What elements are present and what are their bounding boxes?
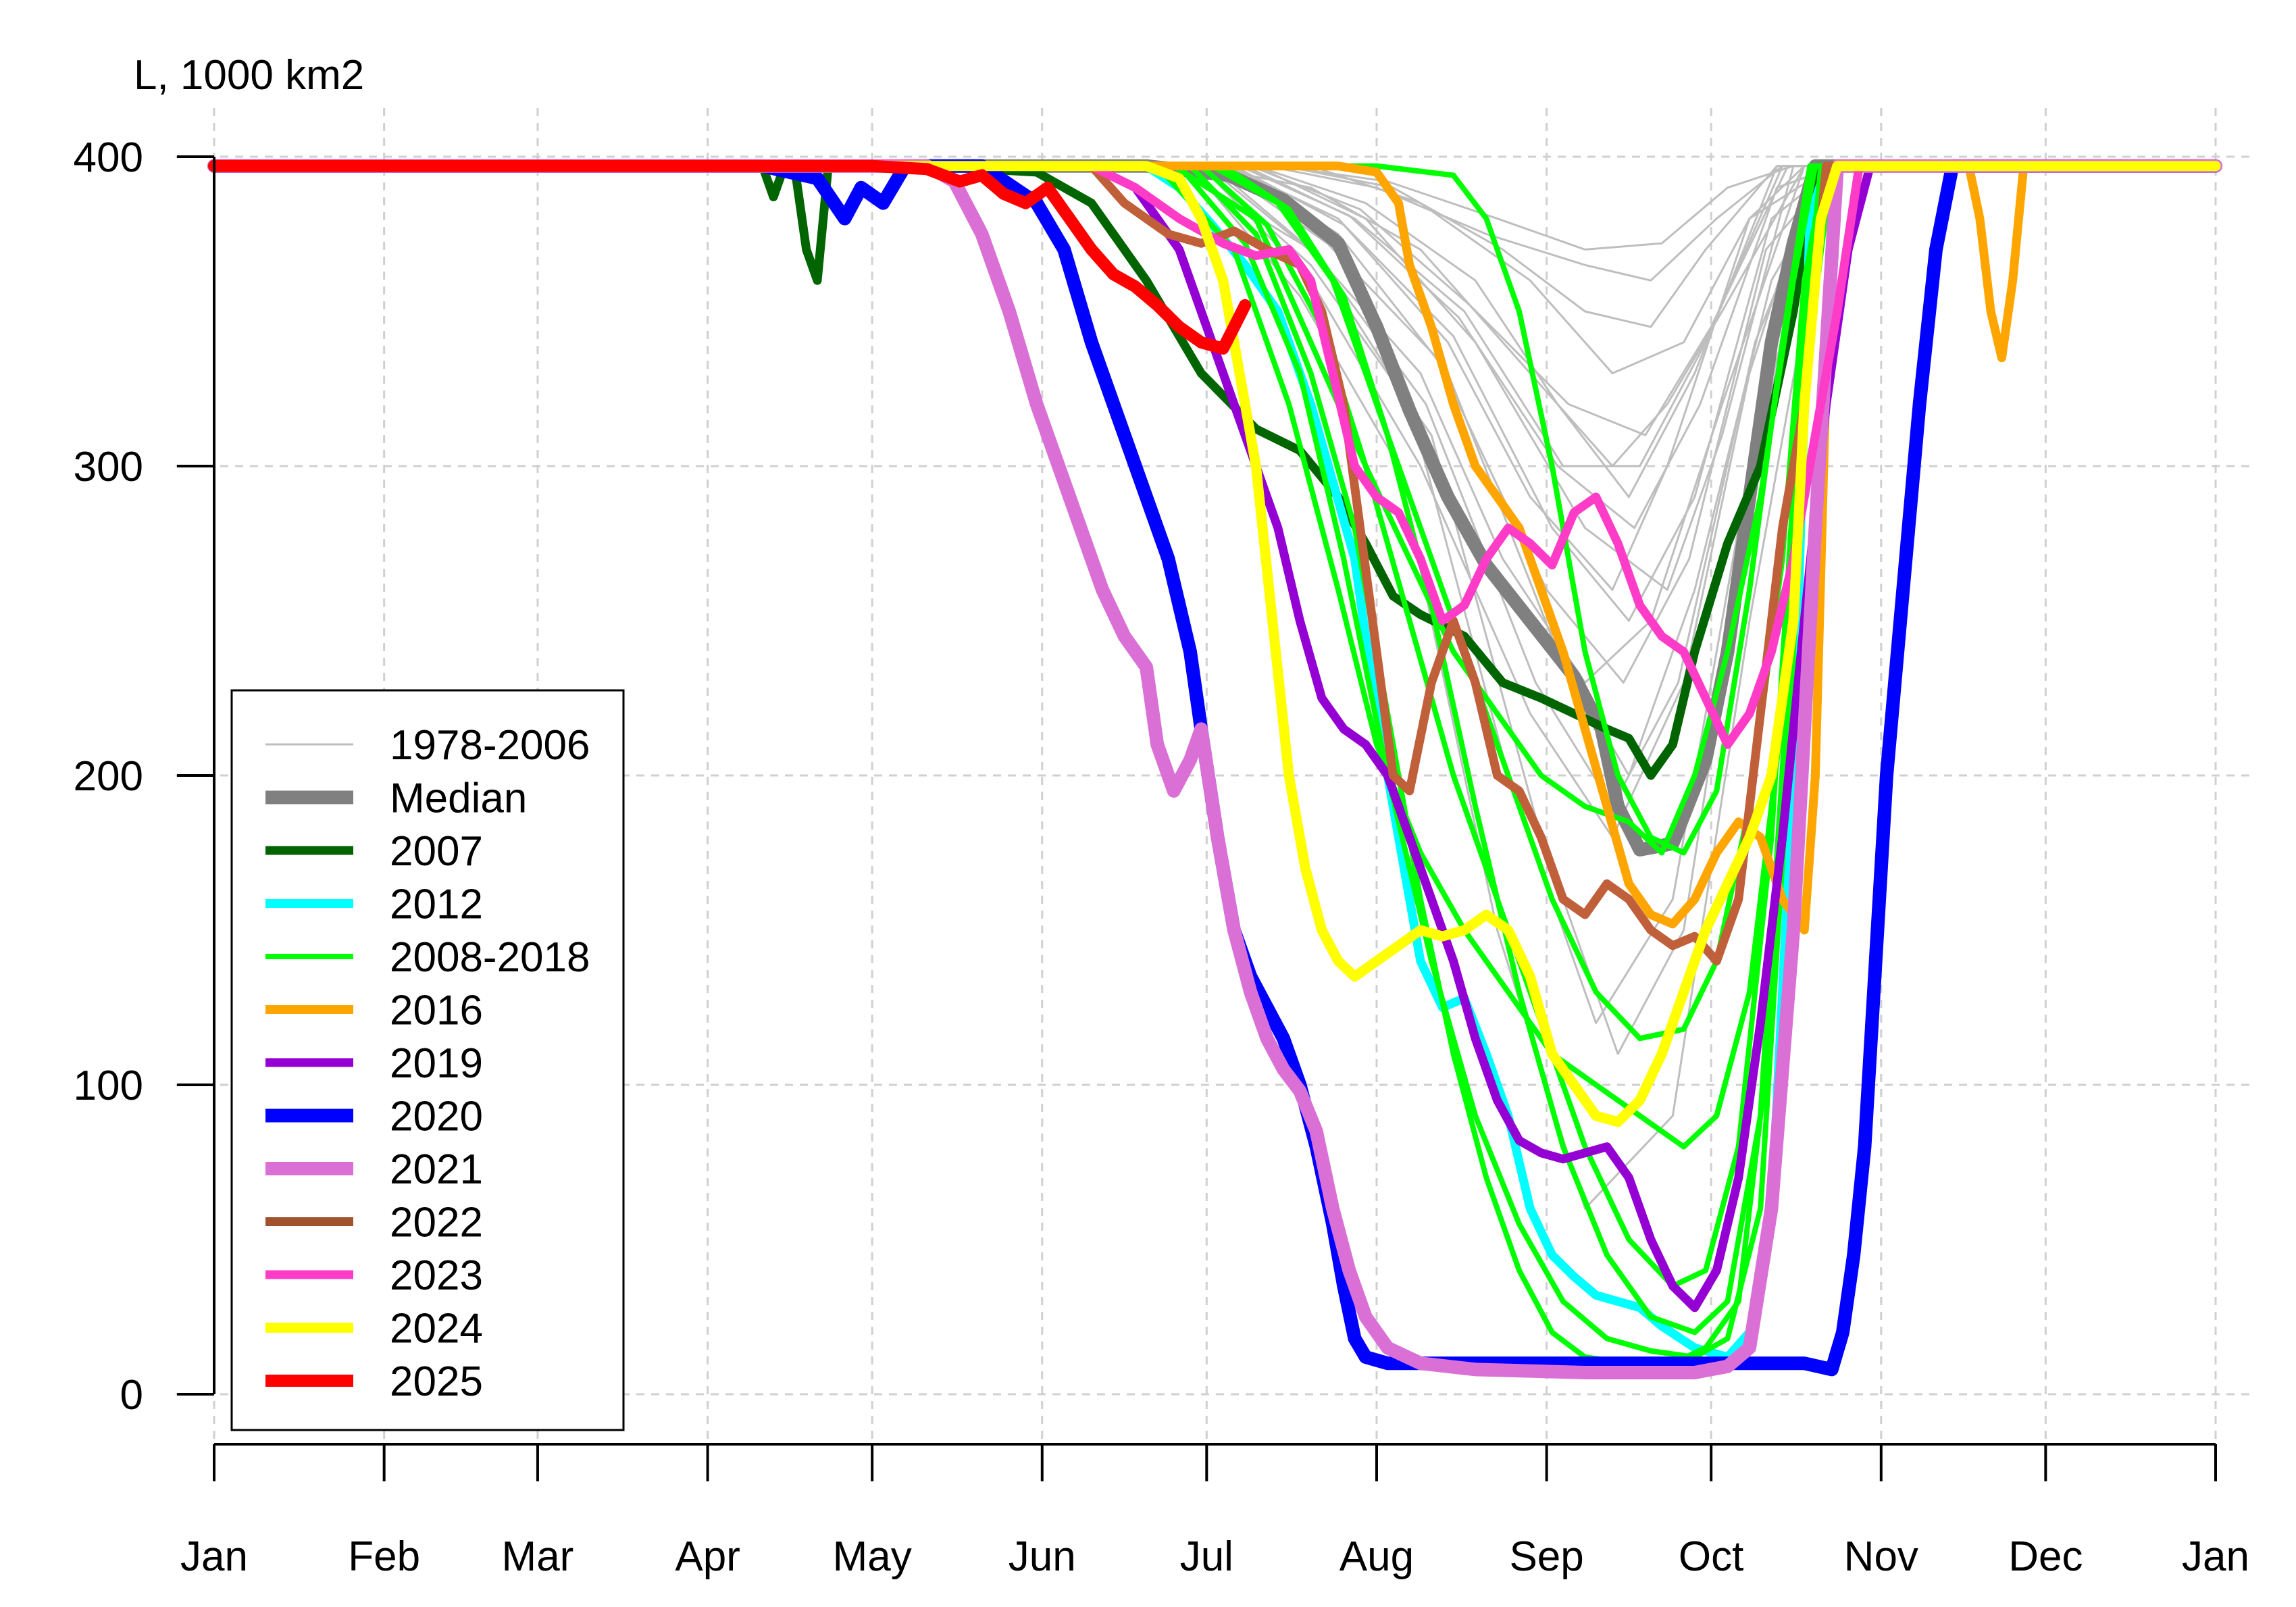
series-line-16 <box>209 161 2220 749</box>
series-line-14 <box>207 159 2222 1379</box>
legend-label-11: 2024 <box>390 1306 483 1352</box>
y-tick-label-4: 400 <box>74 134 143 181</box>
highlighted-series-group <box>207 159 2222 1379</box>
y-tick-label-3: 300 <box>74 444 143 490</box>
historical-line-16 <box>214 165 2216 251</box>
series-line-8 <box>211 163 2218 856</box>
x-tick-label-12: Jan <box>2182 1533 2249 1580</box>
series-line-17 <box>209 161 2221 1127</box>
historical-line-1 <box>214 165 2216 499</box>
legend-label-2: 2007 <box>390 828 483 875</box>
historical-line-19 <box>214 165 2216 436</box>
x-tick-label-7: Aug <box>1340 1533 1414 1580</box>
x-tick-label-3: Apr <box>675 1533 740 1580</box>
legend: 1978-2006 Median 2007 2012 2008-2018 2016 2019… <box>230 689 625 1431</box>
legend-label-8: 2021 <box>390 1146 483 1193</box>
x-tick-label-8: Sep <box>1509 1533 1583 1580</box>
y-tick-label-1: 100 <box>74 1063 143 1109</box>
legend-label-12: 2025 <box>390 1358 483 1405</box>
x-tick-label-11: Dec <box>2008 1533 2083 1580</box>
legend-label-9: 2022 <box>390 1200 483 1246</box>
y-tick-label-0: 0 <box>120 1372 143 1419</box>
historical-line-11 <box>214 165 2216 467</box>
historical-line-4 <box>214 165 2216 328</box>
x-tick-label-6: Jul <box>1180 1533 1233 1580</box>
x-tick-label-10: Nov <box>1844 1533 1918 1580</box>
legend-label-4: 2008-2018 <box>390 934 590 981</box>
series-line-18 <box>208 159 1252 355</box>
x-tick-label-4: May <box>833 1533 912 1580</box>
series-line-15 <box>209 161 2220 966</box>
y-tick-label-2: 200 <box>74 753 143 800</box>
x-tick-label-0: Jan <box>180 1533 248 1580</box>
series-line-1 <box>209 161 2220 780</box>
x-tick-label-5: Jun <box>1009 1533 1076 1580</box>
y-axis-label: L, 1000 km2 <box>134 52 364 99</box>
x-tick-label-1: Feb <box>348 1533 420 1580</box>
legend-label-7: 2020 <box>390 1094 483 1140</box>
legend-label-10: 2023 <box>390 1252 483 1299</box>
x-tick-label-2: Mar <box>502 1533 574 1580</box>
series-line-11 <box>209 161 2220 935</box>
series-line-12 <box>209 161 2220 1312</box>
legend-label-1: Median <box>390 775 527 822</box>
legend-label-0: 1978-2006 <box>390 722 590 769</box>
legend-label-5: 2016 <box>390 988 483 1034</box>
legend-label-3: 2012 <box>390 882 483 928</box>
axes: 0 100 200 300 400 Jan Feb Mar Apr May Jun Jul Aug Sep… <box>74 134 2249 1580</box>
historical-line-12 <box>214 165 2216 282</box>
series-line-0 <box>207 159 2222 857</box>
legend-label-6: 2019 <box>390 1040 483 1087</box>
x-tick-label-9: Oct <box>1679 1533 1743 1580</box>
